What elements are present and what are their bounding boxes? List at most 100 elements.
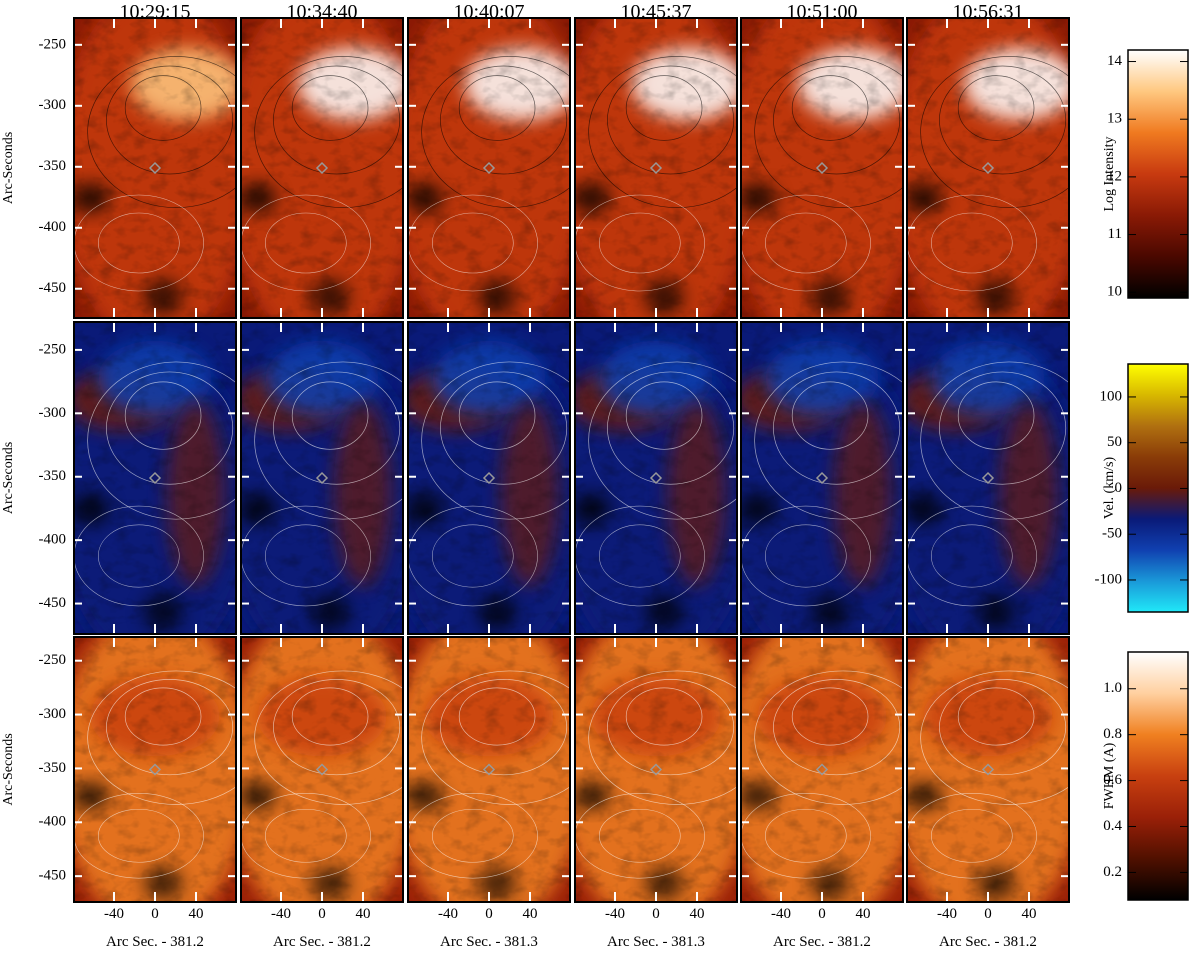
contour: [87, 361, 236, 520]
contour: [791, 687, 869, 746]
texture: [741, 322, 903, 634]
marker: [649, 471, 663, 485]
contour: [957, 687, 1035, 746]
contour: [241, 505, 371, 607]
colorbar-tick-label: 50: [1107, 434, 1122, 450]
marker: [315, 763, 329, 776]
colorbar-tick-label: 0.2: [1103, 864, 1122, 880]
contour: [773, 371, 901, 485]
x-axis-label: Arc Sec. - 381.3: [607, 934, 705, 950]
contour: [291, 687, 369, 746]
contour: [575, 505, 705, 607]
contour: [291, 75, 369, 141]
colorbar-tick-label: 11: [1108, 226, 1122, 242]
colorbar: [1127, 49, 1189, 299]
contour: [273, 679, 401, 776]
x-tick-label: -40: [605, 906, 625, 922]
contour: [939, 371, 1067, 485]
contour: [907, 194, 1037, 292]
contour: [773, 679, 901, 776]
panel-frame: [73, 17, 237, 319]
marker: [482, 471, 496, 485]
contour: [124, 687, 202, 746]
x-tick-label: 40: [356, 906, 371, 922]
contour: [74, 793, 204, 879]
texture: [241, 637, 403, 902]
contour: [106, 371, 234, 485]
texture: [575, 322, 737, 634]
contour: [598, 808, 681, 863]
contour: [754, 670, 903, 805]
x-tick-label: 0: [818, 906, 826, 922]
texture: [907, 637, 1069, 902]
marker: [148, 763, 162, 776]
colorbar-tick-label: 1.0: [1103, 680, 1122, 696]
contour: [98, 524, 180, 588]
image-panel: [907, 18, 1069, 318]
colorbar-tick-label: 0.6: [1103, 772, 1122, 788]
x-tick-label: 40: [523, 906, 538, 922]
marker: [815, 161, 829, 175]
contour: [920, 670, 1069, 805]
x-tick-label: 0: [485, 906, 493, 922]
image-panel: [241, 18, 403, 318]
marker: [649, 161, 663, 175]
y-tick-label: -450: [39, 595, 67, 611]
contour: [273, 371, 401, 485]
colorbar-label: Vel. (km/s): [1102, 457, 1117, 520]
contour: [939, 65, 1067, 175]
contour: [741, 793, 871, 879]
y-tick-label: -250: [39, 652, 67, 668]
image-panel: [741, 18, 903, 318]
contour: [625, 687, 703, 746]
image-panel: [74, 637, 236, 902]
contour: [764, 212, 847, 274]
contour: [408, 505, 538, 607]
x-axis-label: Arc Sec. - 381.2: [106, 934, 204, 950]
colorbar-tick-label: 13: [1107, 111, 1122, 127]
image-panel: [241, 637, 403, 902]
contour: [241, 793, 371, 879]
x-tick-label: -40: [271, 906, 291, 922]
x-tick-label: 0: [652, 906, 660, 922]
x-axis-label: Arc Sec. - 381.3: [440, 934, 538, 950]
texture: [74, 637, 236, 902]
x-tick-label: 0: [318, 906, 326, 922]
contour: [264, 808, 347, 863]
panel-frame: [574, 636, 738, 903]
contour: [907, 793, 1037, 879]
panel-frame: [407, 636, 571, 903]
contour: [575, 793, 705, 879]
contour: [458, 381, 536, 450]
x-tick-label: -40: [771, 906, 791, 922]
image-panel: [741, 637, 903, 902]
y-axis-label: Arc-Seconds: [1, 733, 16, 805]
contour: [957, 381, 1035, 450]
image-panel: [575, 637, 737, 902]
contour: [124, 75, 202, 141]
image-panel: [241, 322, 403, 634]
contour: [264, 212, 347, 274]
marker: [482, 161, 496, 175]
contour: [106, 65, 234, 175]
panel-frame: [240, 17, 404, 319]
image-panel: [408, 18, 570, 318]
contour: [791, 381, 869, 450]
contour: [431, 808, 514, 863]
y-tick-label: -250: [39, 341, 67, 357]
panel-frame: [906, 17, 1070, 319]
contour: [87, 670, 236, 805]
colorbar-tick-label: 12: [1107, 168, 1122, 184]
contour: [791, 75, 869, 141]
y-tick-label: -300: [39, 97, 67, 113]
colorbar: [1127, 651, 1189, 901]
y-tick-label: -400: [39, 814, 67, 830]
texture: [741, 637, 903, 902]
contour: [588, 56, 737, 208]
y-tick-label: -400: [39, 219, 67, 235]
contour: [421, 361, 570, 520]
contour: [920, 361, 1069, 520]
y-tick-label: -350: [39, 468, 67, 484]
texture: [575, 637, 737, 902]
